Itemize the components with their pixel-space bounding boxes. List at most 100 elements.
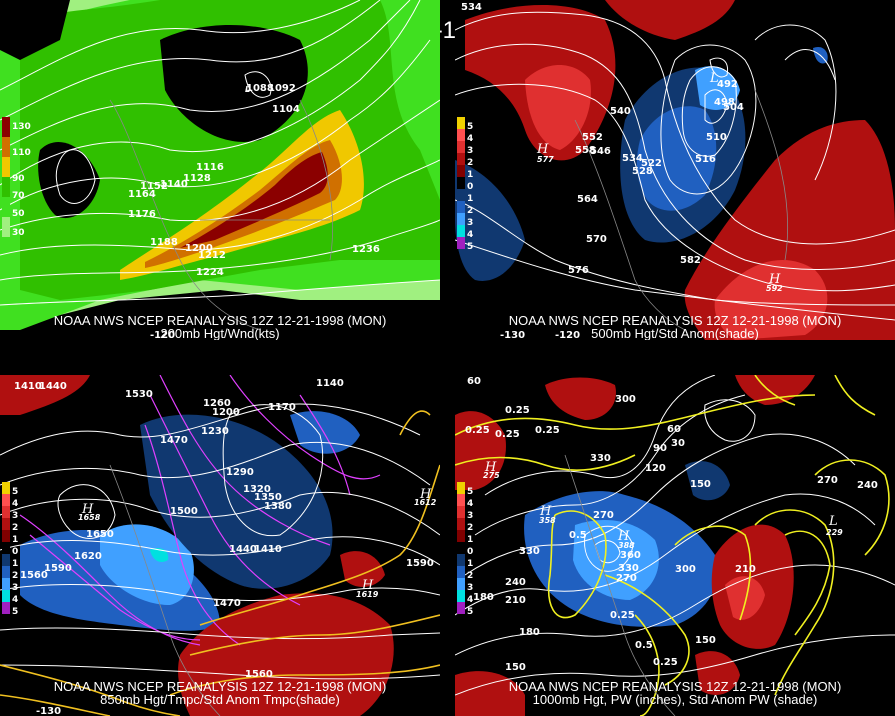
high-center-label: H [536, 142, 549, 157]
anom-neg-area-3 [695, 66, 740, 110]
legend-label: 4 [12, 499, 19, 509]
legend-label: 5 [467, 607, 474, 617]
contour-label: 120 [645, 463, 666, 474]
high-center-label: H [81, 502, 94, 517]
anom-neg-area-1b [100, 524, 194, 605]
contour-label: 180 [519, 627, 540, 638]
contour-label: 1530 [125, 389, 153, 400]
contour-label: 1236 [352, 244, 380, 255]
legend-label: 5 [12, 607, 19, 617]
high-center-label: H [361, 578, 374, 593]
anom-pos-area-2b [714, 260, 828, 340]
contour-label: 330 [590, 453, 611, 464]
legend-label: 1 [467, 535, 474, 545]
panel-caption: NOAA NWS NCEP REANALYSIS 12Z 12-21-1998 … [0, 314, 440, 340]
legend-swatch-110 [2, 137, 10, 157]
contour-label: 1152 [140, 181, 168, 192]
legend-swatch [2, 494, 10, 506]
contour-label: 552 [582, 132, 603, 143]
wind-black-hole-1 [38, 141, 100, 219]
pw-label: 0.5 [569, 530, 587, 541]
map-200mb: L 1088 1092 1104 1116 1128 1140 1152 116… [0, 0, 440, 340]
legend-swatch [457, 237, 465, 249]
legend-label: 0 [12, 547, 19, 557]
legend-swatch [2, 566, 10, 578]
pw-label: 0.5 [635, 640, 653, 651]
map-1000mb: 60 300 0.25 0.25 0.25 0.25 330 120 90 60… [455, 375, 895, 716]
panel-caption: NOAA NWS NCEP REANALYSIS 12Z 12-21-1998 … [0, 680, 440, 706]
contour-label: 1470 [160, 435, 188, 446]
high-value: 1658 [78, 513, 101, 522]
wind-black-hole-2 [160, 25, 308, 142]
legend-label: 3 [12, 583, 19, 593]
panel-caption: NOAA NWS NCEP REANALYSIS 12Z 12-21-1998 … [455, 680, 895, 706]
contour-label: 504 [723, 102, 744, 113]
legend-label: 2 [467, 571, 474, 581]
contour-label: 240 [857, 480, 878, 491]
legend-label: 2 [467, 158, 474, 168]
legend-label: 0 [467, 547, 474, 557]
contour-label: 1440 [39, 381, 67, 392]
contour-label: 1128 [183, 173, 211, 184]
contour-label: 1350 [254, 492, 282, 503]
contour-label: 1650 [86, 529, 114, 540]
legend-swatch [457, 201, 465, 213]
legend-swatch-130 [2, 117, 10, 137]
legend-swatch [2, 506, 10, 518]
caption-source: NOAA NWS NCEP REANALYSIS 12Z 12-21-1998 … [508, 679, 842, 694]
caption-source: NOAA NWS NCEP REANALYSIS 12Z 12-21-1998 … [53, 313, 387, 328]
legend-label: 2 [467, 523, 474, 533]
contour-label: 210 [735, 564, 756, 575]
legend-swatch-70 [2, 177, 10, 197]
pw-label: 0.25 [610, 610, 635, 621]
legend-label: 110 [12, 148, 31, 158]
high-value: 358 [539, 516, 556, 525]
legend-label: 5 [467, 487, 474, 497]
high-center-label: H [617, 529, 630, 544]
legend-label: 4 [467, 230, 474, 240]
legend-swatch [457, 494, 465, 506]
contour-label: 558 [575, 145, 596, 156]
contour-label: 60 [667, 424, 681, 435]
contour-label: 1500 [170, 506, 198, 517]
legend-label: 70 [12, 191, 25, 201]
contour-label: 1200 [185, 243, 213, 254]
legend-swatch [457, 530, 465, 542]
legend-swatch [2, 590, 10, 602]
contour-label: 240 [505, 577, 526, 588]
high-center-label: H [539, 504, 552, 519]
legend-label: 0 [467, 182, 474, 192]
contour-label: 546 [590, 146, 611, 157]
caption-field: 1000mb Hgt, PW (inches), Std Anom PW (sh… [532, 692, 818, 707]
legend-swatch [457, 189, 465, 201]
contour-label: 270 [593, 510, 614, 521]
map-850mb: 1410 1440 1530 1260 1230 1200 1170 1140 … [0, 375, 440, 716]
contour-label: 576 [568, 265, 589, 276]
legend-label: 1 [467, 194, 474, 204]
contour-label: 1560 [245, 669, 273, 680]
wind-black-hole-3 [0, 0, 70, 60]
high-center-label: H [484, 460, 497, 475]
legend-label: 1 [467, 559, 474, 569]
legend-swatch [2, 602, 10, 614]
panel-850mb-map: 1410 1440 1530 1260 1230 1200 1170 1140 … [0, 375, 440, 716]
anom-pos-area-1 [0, 375, 90, 415]
contour-label: 1590 [44, 563, 72, 574]
legend-label: 3 [12, 511, 19, 521]
legend-label: 50 [12, 209, 25, 219]
low-center-label: L [245, 85, 250, 94]
anom-pos-area-2 [178, 593, 394, 716]
contour-label: 30 [671, 438, 685, 449]
contour-label: 516 [695, 154, 716, 165]
contour-label: 60 [467, 376, 481, 387]
legend-swatch [457, 213, 465, 225]
caption-field: 850mb Hgt/Tmpc/Std Anom Tmpc(shade) [100, 692, 340, 707]
legend-swatch [457, 542, 465, 554]
map-borders-500mb [574, 89, 788, 331]
contour-label: 1200 [212, 407, 240, 418]
contour-label: 1260 [203, 398, 231, 409]
legend-swatch [2, 530, 10, 542]
legend-swatch [457, 590, 465, 602]
legend-swatch [2, 482, 10, 494]
contour-label: 1170 [268, 402, 296, 413]
